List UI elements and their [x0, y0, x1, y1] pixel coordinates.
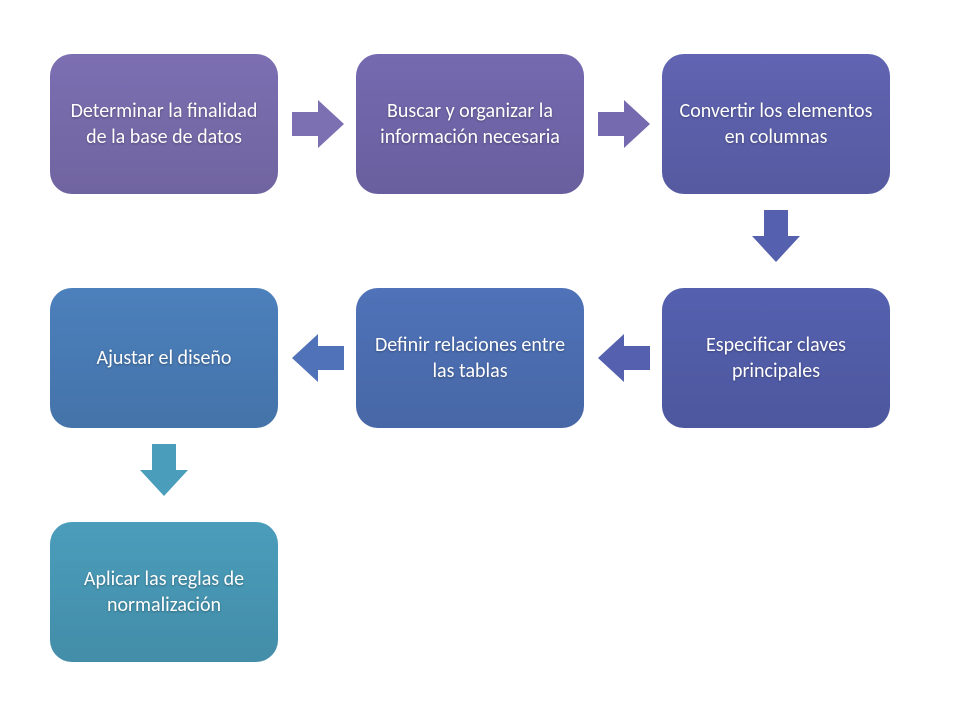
flow-node-label: Aplicar las reglas de normalización: [66, 566, 262, 618]
flow-node-label: Buscar y organizar la información necesa…: [372, 98, 568, 150]
flow-arrow-n2-n3: [598, 100, 650, 148]
flow-node-n7: Aplicar las reglas de normalización: [50, 522, 278, 662]
flow-node-label: Convertir los elementos en columnas: [678, 98, 874, 150]
flow-arrow-n1-n2: [292, 100, 344, 148]
flow-arrow-n4-n5: [598, 334, 650, 382]
flow-node-n2: Buscar y organizar la información necesa…: [356, 54, 584, 194]
flow-node-label: Especificar claves principales: [678, 332, 874, 384]
flow-node-label: Definir relaciones entre las tablas: [372, 332, 568, 384]
flow-node-label: Determinar la finalidad de la base de da…: [66, 98, 262, 150]
flow-node-n6: Ajustar el diseño: [50, 288, 278, 428]
flow-node-n3: Convertir los elementos en columnas: [662, 54, 890, 194]
flow-arrow-n5-n6: [292, 334, 344, 382]
flow-arrow-n6-n7: [140, 444, 188, 496]
flow-node-n1: Determinar la finalidad de la base de da…: [50, 54, 278, 194]
flow-node-n5: Definir relaciones entre las tablas: [356, 288, 584, 428]
flow-arrow-n3-n4: [752, 210, 800, 262]
flow-node-n4: Especificar claves principales: [662, 288, 890, 428]
flow-node-label: Ajustar el diseño: [97, 345, 232, 371]
